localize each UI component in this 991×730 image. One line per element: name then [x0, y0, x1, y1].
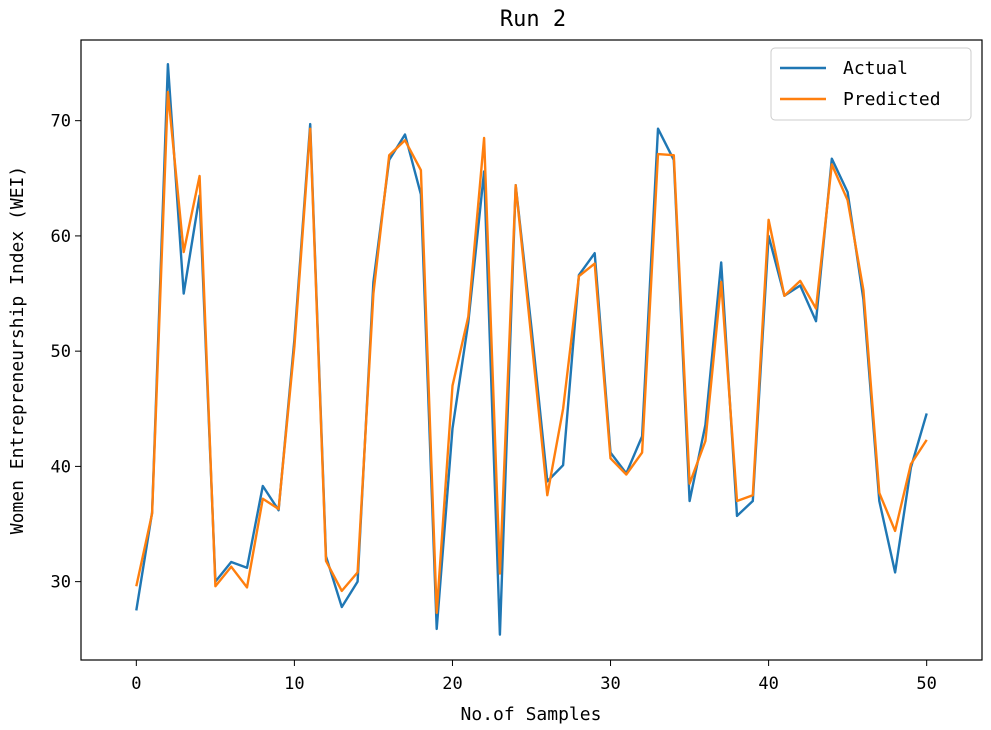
chart-title: Run 2 [500, 7, 566, 32]
x-axis-label: No.of Samples [461, 704, 602, 725]
y-tick-label: 40 [51, 457, 71, 477]
legend-box [770, 47, 972, 121]
x-axis: 0 10 20 30 40 50 [131, 660, 937, 694]
y-tick-label: 70 [51, 112, 71, 132]
legend: Actual Predicted [770, 47, 972, 121]
y-tick-label: 60 [51, 227, 71, 247]
x-tick-label: 10 [284, 674, 304, 694]
x-tick-label: 20 [442, 674, 462, 694]
legend-label-predicted: Predicted [843, 89, 941, 110]
x-tick-label: 40 [758, 674, 778, 694]
legend-label-actual: Actual [843, 58, 908, 79]
y-axis-label: Women Entrepreneurship Index (WEI) [7, 166, 28, 534]
x-tick-label: 0 [131, 674, 141, 694]
y-tick-label: 50 [51, 342, 71, 362]
series-group [135, 62, 928, 636]
series-line-predicted [135, 90, 928, 614]
y-tick-label: 30 [51, 573, 71, 593]
x-tick-label: 50 [916, 674, 936, 694]
x-tick-label: 30 [600, 674, 620, 694]
y-axis: 30 40 50 60 70 [51, 112, 81, 593]
